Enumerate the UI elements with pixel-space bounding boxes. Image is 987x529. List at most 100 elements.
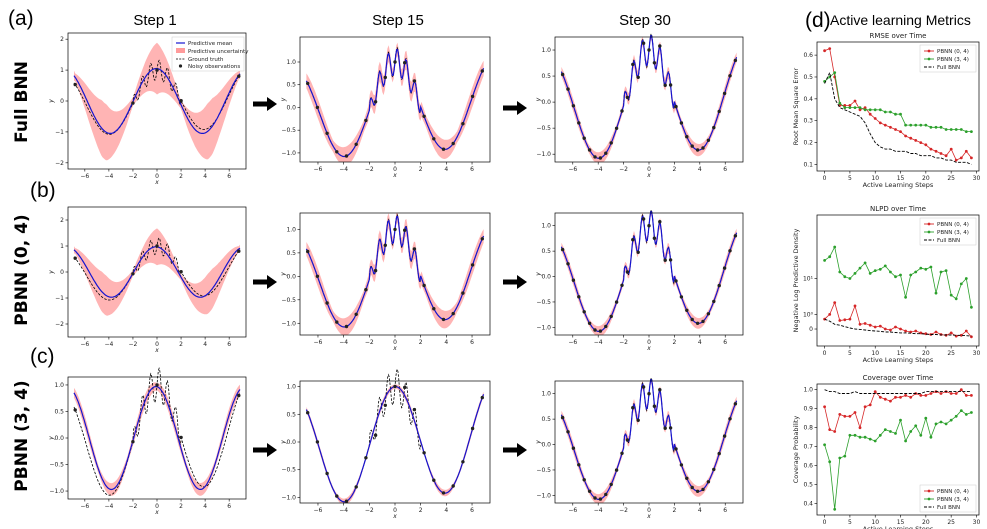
x-tick-label: 0 [393, 166, 397, 173]
metrics-title: Active learning Metrics [830, 12, 971, 28]
x-tick-label: −6 [568, 339, 577, 346]
observation-point [335, 494, 339, 498]
x-tick-label: −6 [314, 166, 323, 173]
series-point [853, 304, 857, 308]
x-tick-label: 2 [419, 166, 423, 173]
series-point [894, 112, 897, 116]
observation-point [695, 489, 700, 493]
observation-point [712, 125, 716, 130]
observation-point [571, 278, 576, 282]
observation-point [566, 87, 570, 91]
series-point [899, 418, 902, 422]
legend-label: PBNN (0, 4) [937, 489, 969, 495]
x-tick-label: 2 [179, 173, 183, 180]
observation-point [344, 324, 349, 329]
observation-point [306, 81, 310, 86]
observation-point [674, 104, 678, 109]
x-tick-label: −4 [339, 339, 348, 346]
observation-point [641, 41, 646, 45]
series-point [964, 413, 968, 416]
observation-point [631, 62, 635, 67]
y-axis-label: y [48, 436, 55, 441]
observation-point [598, 156, 603, 160]
series-point [959, 409, 963, 412]
series-point [878, 395, 882, 399]
series-point [934, 149, 938, 153]
series-point [939, 125, 943, 129]
series-point [949, 128, 953, 131]
x-tick-label: 2 [419, 339, 423, 346]
x-tick-label: −6 [80, 341, 89, 348]
x-tick-label: −2 [129, 173, 138, 180]
x-tick-label: −6 [314, 339, 323, 346]
y-axis-label: y [535, 272, 542, 277]
y-axis-label: y [48, 99, 55, 104]
series-point [878, 433, 882, 437]
observation-point [480, 69, 484, 73]
observation-point [306, 249, 310, 254]
predictive-mean-line [560, 211, 738, 332]
observation-point [422, 451, 426, 455]
series-point [878, 324, 882, 328]
y-tick-label: 0.4 [803, 501, 813, 508]
y-tick-label: 1 [60, 67, 64, 74]
y-tick-label: 0.5 [286, 250, 296, 257]
observation-point [403, 61, 407, 65]
series-point [823, 443, 826, 447]
series-line [824, 301, 972, 338]
observation-point [690, 144, 694, 148]
legend-marker [927, 497, 931, 501]
predictive-mean-line [560, 379, 738, 500]
x-tick-label: 2 [672, 507, 676, 514]
observation-point [706, 480, 711, 484]
series-point [843, 106, 847, 109]
observation-point [560, 247, 565, 252]
series-point [858, 426, 862, 430]
series-point [873, 269, 877, 272]
x-tick-label: −4 [594, 339, 603, 346]
series-point [823, 259, 826, 262]
legend-label: Full BNN [937, 238, 960, 244]
series-point [889, 110, 892, 114]
x-tick-label: 10 [871, 350, 879, 357]
series-point [954, 158, 958, 162]
observation-point [560, 415, 565, 420]
series-point [944, 154, 948, 158]
observation-point [325, 301, 329, 305]
y-tick-label: −1 [55, 295, 64, 302]
observation-point [712, 467, 716, 472]
x-tick-label: −4 [594, 166, 603, 173]
x-tick-label: 0 [647, 166, 651, 173]
observation-point [373, 268, 378, 273]
observation-point [306, 411, 310, 415]
observation-point [344, 154, 349, 158]
y-axis-label: Coverage Probability [792, 416, 800, 484]
series-point [828, 255, 832, 259]
observation-point [577, 121, 581, 125]
series-point [899, 130, 902, 134]
x-tick-label: 2 [179, 503, 183, 510]
metric-chart: NLPD over Time 0 5 10 15 20 25 30 0 10⁰ 10¹ Active … [792, 205, 980, 364]
series-point [868, 112, 872, 116]
x-tick-label: 30 [973, 350, 981, 357]
x-tick-label: −4 [104, 173, 113, 180]
series-point [848, 317, 852, 321]
x-tick-label: 5 [848, 175, 852, 182]
observation-point [593, 155, 597, 159]
x-tick-label: −6 [568, 507, 577, 514]
x-tick-label: 6 [723, 339, 727, 346]
uncertainty-band [306, 384, 484, 503]
series-line [824, 71, 972, 133]
observation-point [441, 491, 446, 495]
series-point [863, 405, 867, 409]
y-tick-label: 0.0 [541, 442, 551, 449]
series-point [838, 319, 842, 322]
observation-point [364, 288, 368, 292]
series-point [904, 394, 907, 397]
series-point [883, 397, 887, 401]
y-tick-label: 0 [809, 326, 813, 333]
series-point [833, 430, 837, 433]
observation-point [614, 126, 619, 130]
observation-point [373, 433, 378, 437]
